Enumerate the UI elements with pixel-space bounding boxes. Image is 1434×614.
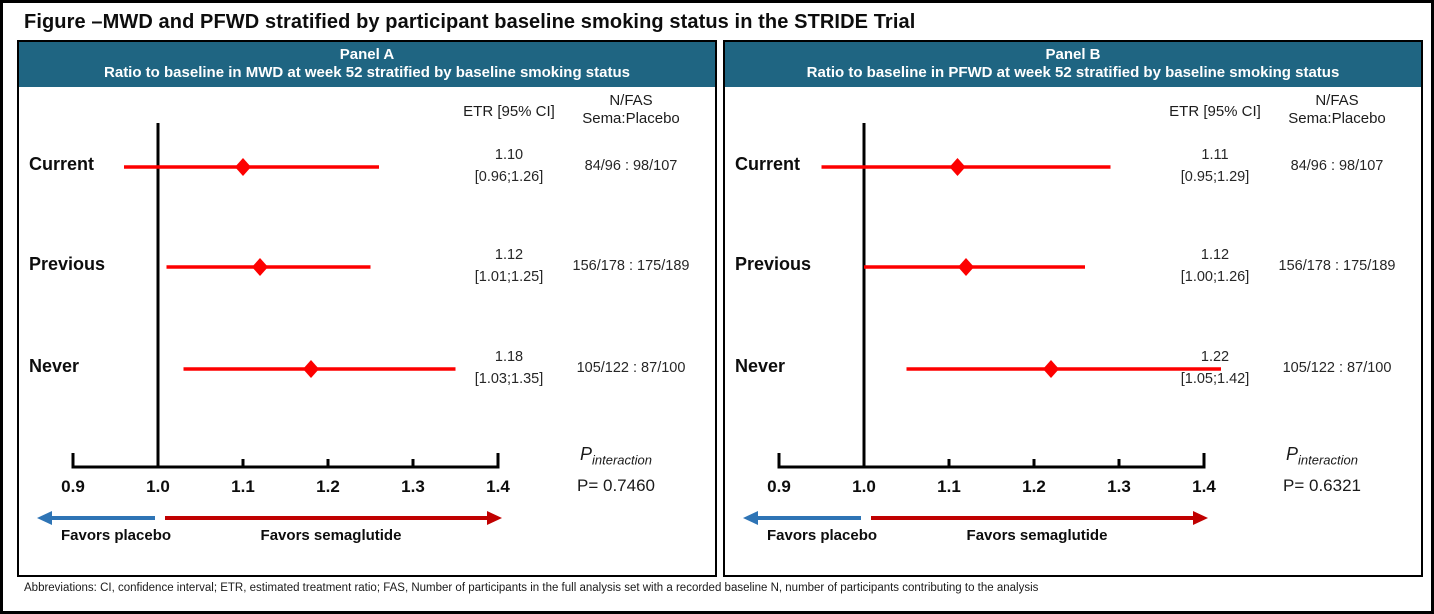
x-tick-label: 0.9 (767, 477, 791, 496)
forest-plot-svg-a (37, 123, 502, 525)
panel-a-subtitle: Ratio to baseline in MWD at week 52 stra… (104, 64, 630, 81)
p-interaction-block: Pinteraction P= 0.7460 (531, 443, 701, 497)
x-tick-label: 1.0 (852, 477, 876, 496)
etr-column-header: ETR [95% CI] (1169, 103, 1261, 120)
nfas-column-subheader: Sema:Placebo (1288, 110, 1386, 127)
p-interaction-value: P= 0.7460 (577, 475, 655, 495)
p-interaction-value: P= 0.6321 (1283, 475, 1361, 495)
figure-title: Figure –MWD and PFWD stratified by parti… (24, 11, 916, 33)
panel-b-subtitle: Ratio to baseline in PFWD at week 52 str… (806, 64, 1340, 81)
ci-value: [0.95;1.29] (1180, 169, 1250, 185)
figure-footnote: Abbreviations: CI, confidence interval; … (24, 582, 1039, 594)
nfas-column-header: N/FAS (1315, 92, 1359, 109)
x-tick-label: 1.2 (1022, 477, 1046, 496)
favors-semaglutide-label: Favors semaglutide (260, 527, 402, 544)
favors-semaglutide-label: Favors semaglutide (966, 527, 1108, 544)
nfas-value: 105/122 : 87/100 (1282, 360, 1392, 376)
etr-value: 1.18 (494, 349, 524, 365)
x-tick-label: 1.3 (401, 477, 425, 496)
panel-b-label: Panel B (1045, 46, 1101, 63)
panel-a-label: Panel A (339, 46, 395, 63)
nfas-value: 156/178 : 175/189 (572, 258, 690, 274)
x-tick-label: 1.1 (937, 477, 961, 496)
p-interaction-label: Pinteraction (1286, 444, 1358, 468)
nfas-value: 105/122 : 87/100 (576, 360, 686, 376)
forest-plot-svg-b (743, 123, 1221, 525)
row-label-previous: Previous (735, 254, 812, 274)
row-label-current: Current (735, 154, 801, 174)
etr-value: 1.12 (494, 247, 524, 263)
nfas-value: 84/96 : 98/107 (1290, 158, 1384, 174)
p-interaction-label: Pinteraction (580, 444, 652, 468)
p-interaction-block: Pinteraction P= 0.6321 (1237, 443, 1407, 497)
ci-value: [1.01;1.25] (474, 269, 544, 285)
x-tick-label: 1.4 (486, 477, 510, 496)
row-label-never: Never (29, 356, 80, 376)
panel-b: Panel B Ratio to baseline in PFWD at wee… (723, 40, 1423, 577)
etr-value: 1.12 (1200, 247, 1230, 263)
panel-a: Panel A Ratio to baseline in MWD at week… (17, 40, 717, 577)
ci-value: [1.05;1.42] (1180, 371, 1250, 387)
panel-b-plot-area: ETR [95% CI] N/FAS Sema:Placebo Current … (725, 87, 1421, 575)
ci-value: [1.00;1.26] (1180, 269, 1250, 285)
etr-column-header: ETR [95% CI] (463, 103, 555, 120)
nfas-column-header: N/FAS (609, 92, 653, 109)
x-tick-label: 1.1 (231, 477, 255, 496)
ci-value: [1.03;1.35] (474, 371, 544, 387)
nfas-value: 84/96 : 98/107 (584, 158, 678, 174)
panels-container: Panel A Ratio to baseline in MWD at week… (17, 40, 1423, 577)
x-tick-label: 1.4 (1192, 477, 1216, 496)
nfas-value: 156/178 : 175/189 (1278, 258, 1396, 274)
nfas-column-subheader: Sema:Placebo (582, 110, 680, 127)
x-tick-label: 1.0 (146, 477, 170, 496)
ci-value: [0.96;1.26] (474, 169, 544, 185)
panel-b-header: Panel B Ratio to baseline in PFWD at wee… (725, 42, 1421, 87)
row-label-current: Current (29, 154, 95, 174)
panel-a-header: Panel A Ratio to baseline in MWD at week… (19, 42, 715, 87)
etr-value: 1.22 (1200, 349, 1230, 365)
favors-placebo-label: Favors placebo (60, 527, 172, 544)
row-label-previous: Previous (29, 254, 106, 274)
x-tick-label: 0.9 (61, 477, 85, 496)
x-tick-label: 1.2 (316, 477, 340, 496)
favors-placebo-label: Favors placebo (766, 527, 878, 544)
row-label-never: Never (735, 356, 786, 376)
etr-value: 1.11 (1201, 147, 1229, 163)
etr-value: 1.10 (494, 147, 524, 163)
panel-a-plot-area: ETR [95% CI] N/FAS Sema:Placebo Current … (19, 87, 715, 575)
x-tick-label: 1.3 (1107, 477, 1131, 496)
